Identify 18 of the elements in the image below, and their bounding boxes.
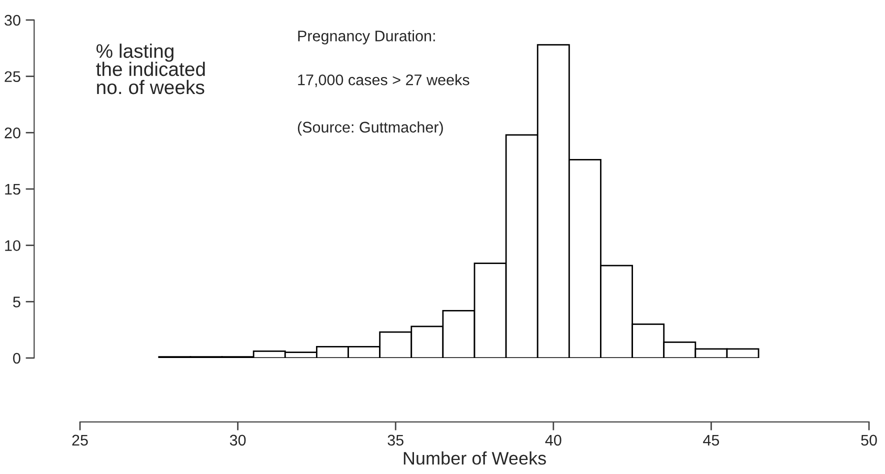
y-tick-label: 0: [13, 352, 20, 364]
y-tick-label: 5: [13, 296, 20, 308]
x-tick-label: 50: [861, 434, 877, 446]
y-tick-label: 25: [4, 71, 20, 82]
x-axis-title: Number of Weeks: [404, 451, 546, 465]
x-tick-label: 45: [703, 434, 720, 446]
annotation: % lasting the indicated no. of weeks: [96, 44, 205, 94]
annotation: 17,000 cases > 27 weeks: [298, 74, 470, 88]
annotation: (Source: Guttmacher): [298, 121, 443, 136]
x-tick-label: 30: [230, 434, 246, 446]
annotation: Pregnancy Duration:: [298, 30, 435, 44]
x-tick-label: 35: [388, 434, 404, 446]
x-tick-label: 25: [72, 434, 88, 446]
y-tick-label: 30: [4, 14, 20, 26]
y-tick-label: 20: [4, 128, 20, 138]
y-tick-label: 15: [5, 184, 20, 195]
x-tick-label: 40: [545, 434, 562, 446]
y-tick-label: 10: [5, 240, 20, 252]
